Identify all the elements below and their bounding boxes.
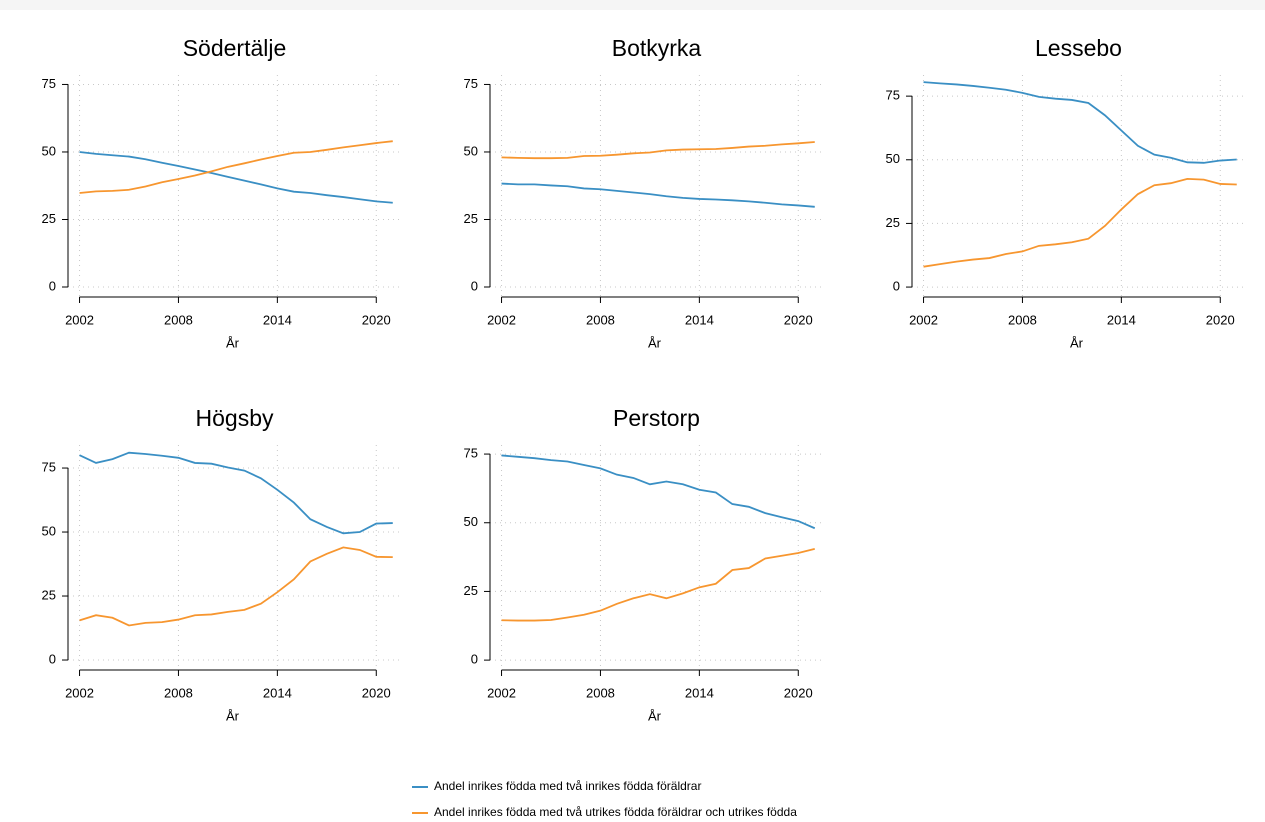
x-tick-label: 2008 <box>1008 312 1037 327</box>
series-line <box>501 454 816 530</box>
x-tick-label: 2002 <box>487 685 516 700</box>
x-tick-label: 2020 <box>362 312 391 327</box>
series-line <box>501 141 815 160</box>
legend-label: Andel inrikes födda med två inrikes född… <box>434 779 701 793</box>
legend-label: Andel inrikes födda med två utrikes född… <box>434 805 797 819</box>
series-line <box>501 182 815 208</box>
y-tick-label: 0 <box>471 652 478 667</box>
x-tick-label: 2002 <box>909 312 938 327</box>
x-tick-label: 2020 <box>362 685 391 700</box>
y-tick-label: 25 <box>42 211 56 226</box>
y-tick-label: 50 <box>42 523 56 538</box>
x-tick-label: 2002 <box>487 312 516 327</box>
top-bar <box>0 0 1265 10</box>
series-line <box>79 151 393 204</box>
y-tick-label: 0 <box>893 279 900 294</box>
y-tick-label: 75 <box>42 459 56 474</box>
y-tick-label: 50 <box>464 143 478 158</box>
panel-title: Perstorp <box>613 405 700 431</box>
series-line <box>923 177 1237 268</box>
series-line <box>923 81 1237 164</box>
x-axis-label: År <box>648 335 662 350</box>
x-tick-label: 2014 <box>1107 312 1136 327</box>
x-tick-label: 2002 <box>65 685 94 700</box>
x-axis-label: År <box>226 335 240 350</box>
panel-title: Lessebo <box>1035 35 1122 61</box>
x-tick-label: 2008 <box>586 685 615 700</box>
y-tick-label: 75 <box>464 446 478 461</box>
x-tick-label: 2020 <box>1206 312 1235 327</box>
series-line <box>79 546 393 627</box>
x-axis-label: År <box>226 708 240 723</box>
series-line <box>79 140 393 194</box>
y-tick-label: 25 <box>464 211 478 226</box>
y-tick-label: 25 <box>886 215 900 230</box>
panel-title: Botkyrka <box>612 35 702 61</box>
y-tick-label: 0 <box>49 651 56 666</box>
x-axis-label: År <box>648 708 662 723</box>
series-line <box>79 451 393 535</box>
y-tick-label: 50 <box>464 514 478 529</box>
y-tick-label: 50 <box>42 143 56 158</box>
y-tick-label: 50 <box>886 151 900 166</box>
x-tick-label: 2008 <box>164 312 193 327</box>
y-tick-label: 25 <box>464 583 478 598</box>
x-tick-label: 2014 <box>685 685 714 700</box>
x-tick-label: 2008 <box>164 685 193 700</box>
x-tick-label: 2008 <box>586 312 615 327</box>
y-tick-label: 0 <box>471 278 478 293</box>
y-tick-label: 25 <box>42 587 56 602</box>
panel-title: Högsby <box>196 405 274 431</box>
x-tick-label: 2014 <box>685 312 714 327</box>
panel-title: Södertälje <box>183 35 287 61</box>
y-tick-label: 75 <box>42 76 56 91</box>
y-tick-label: 75 <box>886 88 900 103</box>
x-axis-label: År <box>1070 335 1084 350</box>
series-line <box>501 547 815 622</box>
y-tick-label: 0 <box>49 278 56 293</box>
x-tick-label: 2014 <box>263 685 292 700</box>
x-tick-label: 2014 <box>263 312 292 327</box>
y-tick-label: 75 <box>464 76 478 91</box>
x-tick-label: 2002 <box>65 312 94 327</box>
x-tick-label: 2020 <box>784 312 813 327</box>
x-tick-label: 2020 <box>784 685 813 700</box>
